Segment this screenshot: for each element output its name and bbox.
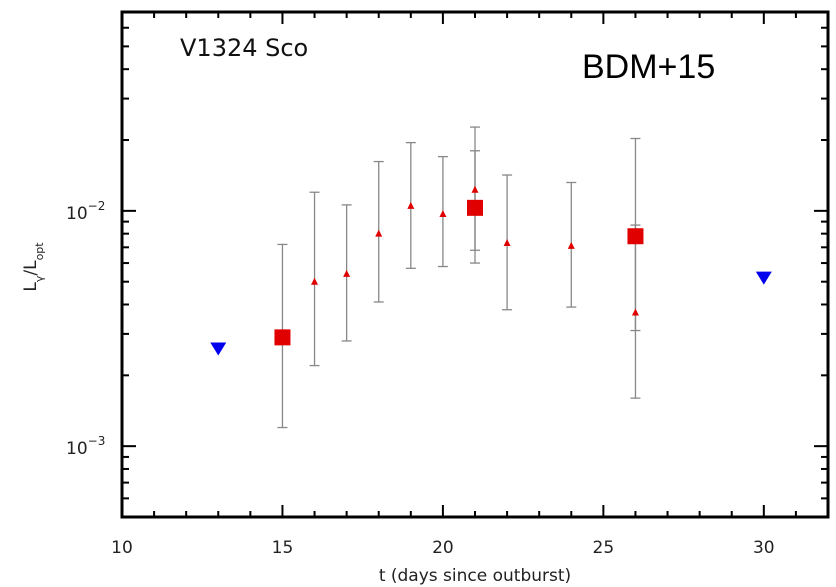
y-axis-title: Lγ/Lopt [21, 242, 46, 292]
square-point [274, 329, 291, 346]
y-axis-title-slash: /L [21, 260, 41, 276]
error-bars [277, 126, 641, 429]
triangle-point [503, 239, 511, 247]
y-tick-label-exponent: −3 [88, 434, 106, 448]
x-tick-label: 30 [753, 538, 775, 558]
x-tick-label: 20 [432, 538, 454, 558]
y-tick-label-exponent: −2 [88, 199, 106, 213]
y-tick-label: 10−2 [66, 199, 105, 224]
x-tick-label: 25 [593, 538, 615, 558]
y-tick-label-base: 10 [66, 439, 88, 459]
x-tick-label: 15 [272, 538, 294, 558]
axis-ticks [121, 11, 829, 518]
triangle-point [407, 201, 415, 209]
y-axis-title-sub2: opt [33, 242, 46, 261]
y-axis-title-main: L [21, 282, 41, 292]
data-points [210, 185, 772, 356]
reference-label: BDM+15 [582, 48, 715, 86]
triangle-point [567, 241, 575, 249]
upper-limit-point [210, 342, 227, 356]
object-label: V1324 Sco [180, 34, 308, 62]
triangle-point [311, 277, 319, 285]
triangle-point [631, 308, 639, 316]
triangle-point [375, 229, 383, 237]
plot-frame [120, 10, 830, 519]
upper-limit-point [755, 271, 772, 285]
x-tick-label: 10 [111, 538, 133, 558]
y-tick-label-base: 10 [66, 204, 88, 224]
triangle-point [439, 209, 447, 217]
triangle-point [471, 185, 479, 193]
y-axis-title-sub1: γ [33, 275, 46, 282]
x-axis-title: t (days since outburst) [379, 566, 571, 586]
triangle-point [343, 269, 351, 277]
square-point [467, 199, 483, 216]
square-point [627, 228, 644, 245]
y-tick-label: 10−3 [66, 434, 105, 459]
